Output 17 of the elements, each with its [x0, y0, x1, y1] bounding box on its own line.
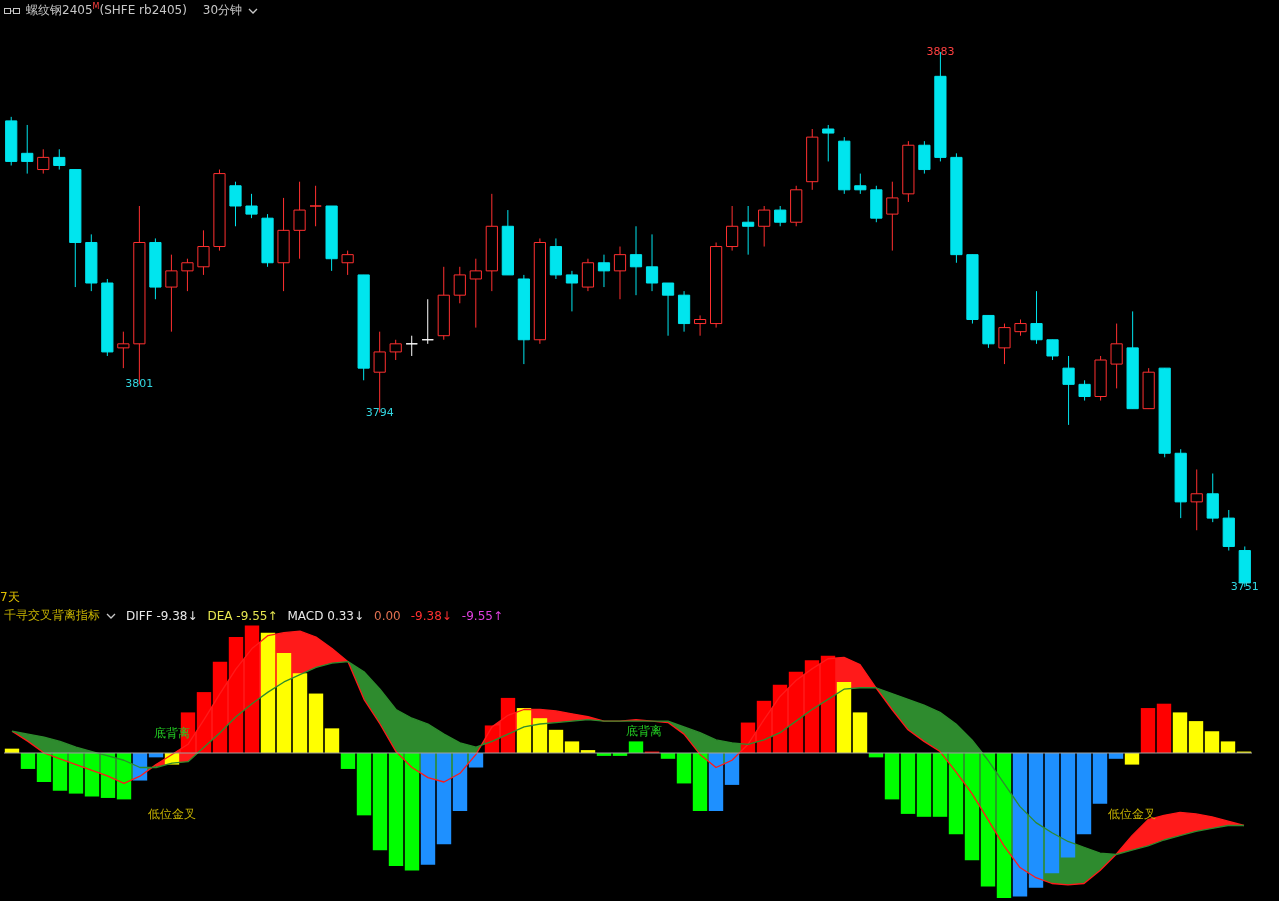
annotation: 3801	[125, 377, 154, 391]
text: -9.38↓	[410, 608, 452, 623]
chart-title: 千寻交叉背离指标	[4, 607, 100, 624]
chart-title: 螺纹钢2405$^{M}$(SHFE rb2405)	[26, 2, 187, 19]
annotation: 低位金叉	[1108, 806, 1156, 821]
chart-subtitle: 30分钟	[202, 2, 243, 19]
annotation: 3883	[926, 45, 955, 58]
annotation: 低位金叉	[148, 806, 196, 821]
text: DEA -9.55↑	[207, 608, 278, 623]
text: 0.00	[374, 608, 401, 623]
text: MACD 0.33↓	[287, 608, 365, 623]
annotation: 底背离	[626, 724, 662, 739]
text: 7天	[0, 589, 20, 606]
annotation: 3794	[365, 405, 394, 419]
text: DIFF -9.38↓	[126, 608, 198, 623]
annotation: 3751	[1230, 580, 1259, 593]
text: -9.55↑	[461, 608, 503, 623]
